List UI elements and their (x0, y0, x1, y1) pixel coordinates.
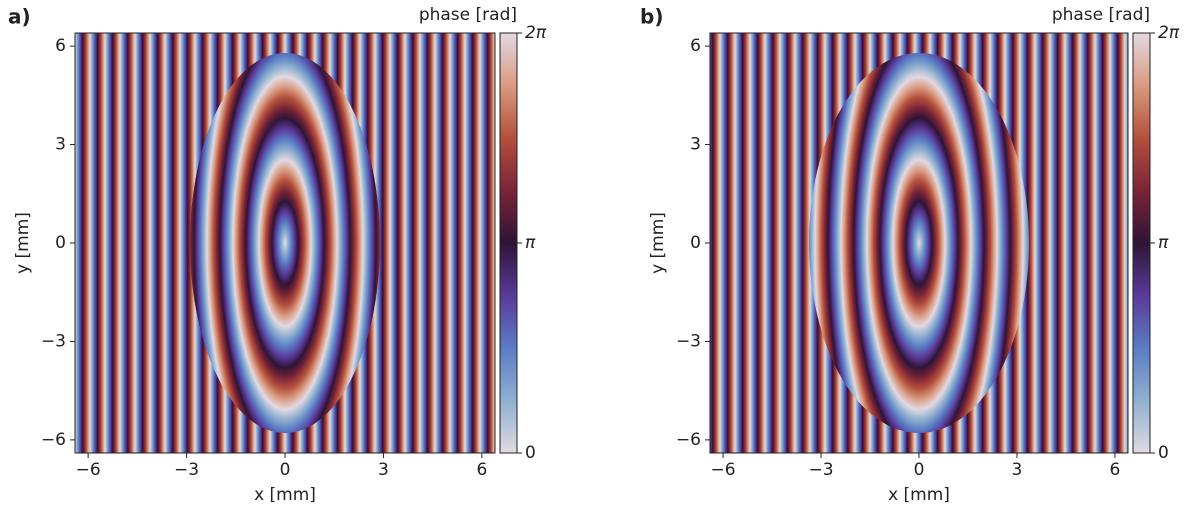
central-rings (809, 53, 1029, 433)
colorbar-tick-label: π (525, 233, 536, 253)
x-tick-label: 6 (476, 460, 487, 480)
colorbar-label: phase [rad] (1052, 5, 1150, 25)
x-tick-label: 0 (914, 460, 925, 480)
x-tick-label: 3 (1012, 460, 1023, 480)
colorbar-tick-label: 0 (1158, 443, 1169, 463)
colorbar-label: phase [rad] (419, 5, 517, 25)
y-axis-label: y [mm] (13, 212, 33, 274)
x-tick-label: 6 (1110, 460, 1121, 480)
y-axis-label: y [mm] (648, 212, 668, 274)
colorbar (499, 32, 518, 454)
y-tick-label: 0 (690, 233, 701, 253)
panel-label: a) (8, 5, 31, 29)
colorbar-tick-label: π (1158, 233, 1169, 253)
y-tick-label: −3 (676, 331, 701, 351)
colorbar-tick-label: 2π (1158, 23, 1180, 43)
central-rings (190, 53, 380, 433)
x-tick-label: 3 (378, 460, 389, 480)
colorbar-tick-label: 2π (525, 23, 547, 43)
y-tick-label: 0 (55, 233, 66, 253)
x-tick-label: 0 (280, 460, 291, 480)
x-tick-label: −3 (809, 460, 834, 480)
x-axis-label: x [mm] (254, 485, 316, 505)
x-tick-label: −6 (76, 460, 101, 480)
x-axis-label: x [mm] (888, 485, 950, 505)
colorbar (1132, 32, 1151, 454)
y-tick-label: −3 (41, 331, 66, 351)
phase-map (75, 33, 495, 453)
y-tick-label: 6 (55, 36, 66, 56)
y-tick-label: −6 (41, 430, 66, 450)
phase-map (710, 33, 1128, 453)
x-tick-label: −6 (711, 460, 736, 480)
y-tick-label: 6 (690, 36, 701, 56)
panel-label: b) (640, 5, 663, 29)
colorbar-tick-label: 0 (525, 443, 536, 463)
x-tick-label: −3 (174, 460, 199, 480)
y-tick-label: 3 (690, 135, 701, 155)
y-tick-label: −6 (676, 430, 701, 450)
y-tick-label: 3 (55, 135, 66, 155)
